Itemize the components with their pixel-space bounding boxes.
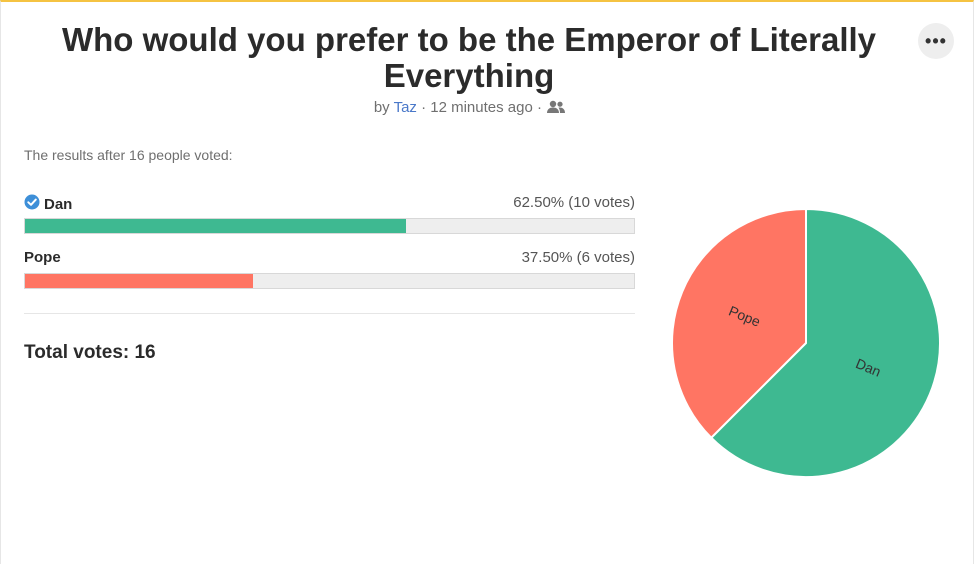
timestamp: 12 minutes ago: [430, 99, 533, 116]
option-label: Dan: [44, 195, 73, 213]
people-icon: [546, 100, 566, 118]
divider: [24, 313, 635, 314]
check-circle-icon: [24, 194, 40, 214]
meta-separator: ·: [421, 99, 427, 116]
by-label: by: [373, 99, 390, 116]
poll-title: Who would you prefer to be the Emperor o…: [61, 21, 877, 94]
progress-track: [24, 218, 635, 234]
pie-slice-dan: [709, 208, 941, 478]
results-intro: The results after 16 people voted:: [24, 147, 233, 163]
more-horizontal-icon: •••: [925, 30, 947, 51]
option-label: Pope: [24, 249, 61, 266]
total-votes: Total votes: 16: [24, 342, 156, 363]
poll-meta: by Taz · 12 minutes ago ·: [1, 99, 939, 118]
option-stats: 62.50% (10 votes): [513, 194, 635, 211]
more-options-button[interactable]: •••: [918, 23, 954, 59]
progress-track: [24, 273, 635, 289]
pie-slice-pope: [671, 208, 807, 440]
option-stats: 37.50% (6 votes): [521, 249, 635, 266]
author-link[interactable]: Taz: [393, 99, 417, 116]
option-pope: Pope 37.50% (6 votes): [24, 249, 635, 289]
progress-bar-fill: [25, 219, 406, 233]
progress-bar-fill: [25, 274, 254, 288]
meta-separator: ·: [537, 99, 542, 116]
option-dan: Dan 62.50% (10 votes): [24, 194, 635, 234]
